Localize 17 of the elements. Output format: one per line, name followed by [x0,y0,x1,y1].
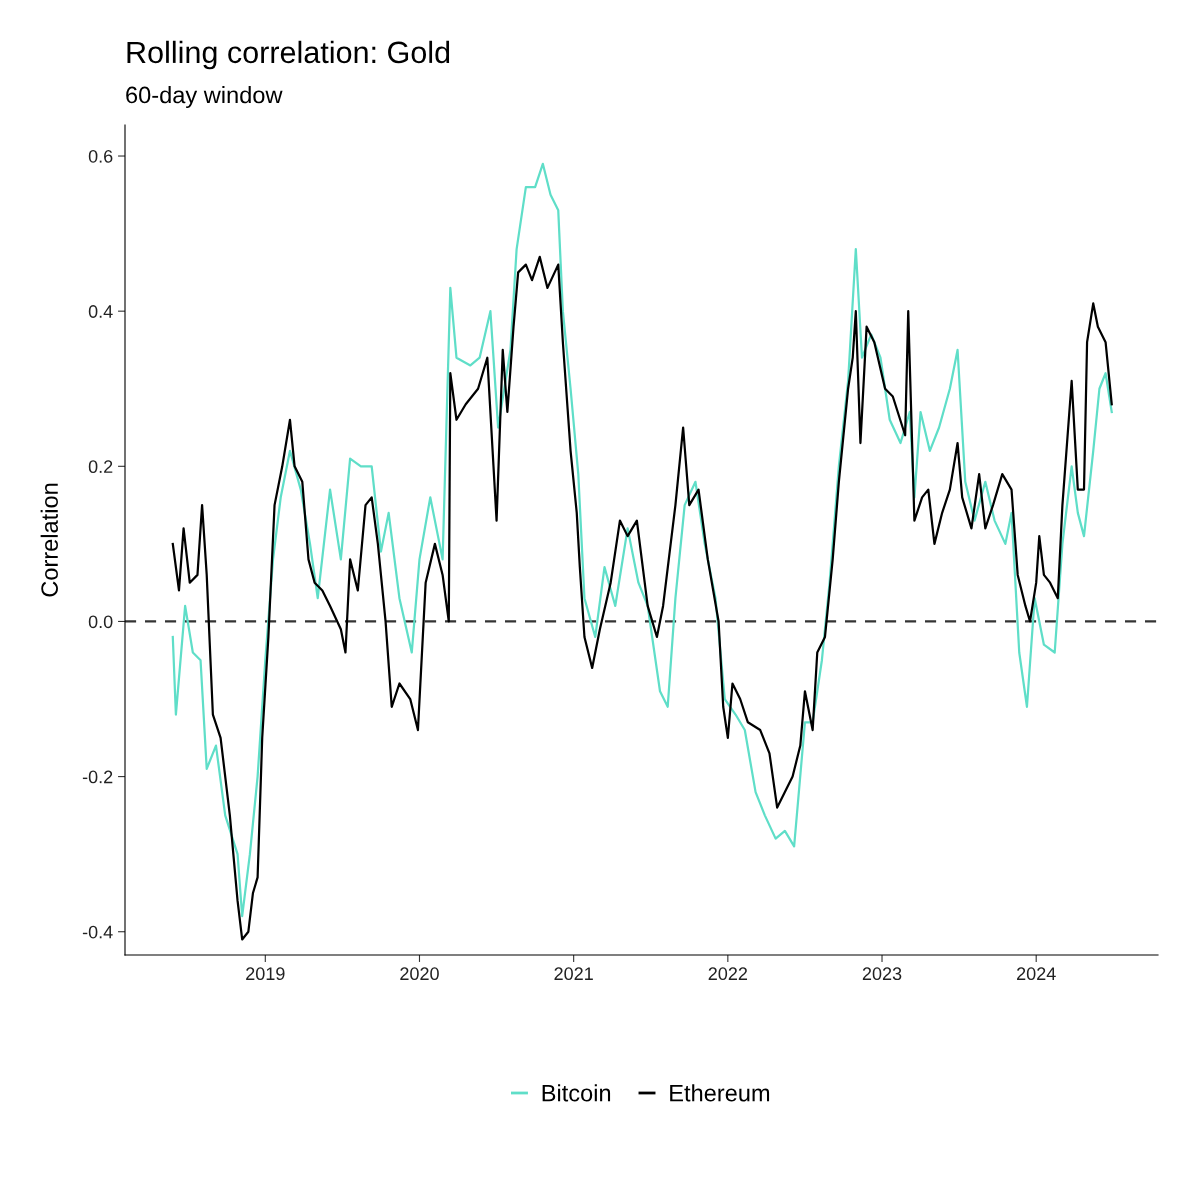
x-tick-label: 2022 [708,967,748,981]
legend-label: Ethereum [670,1084,770,1102]
y-axis-title: Correlation [40,483,58,597]
y-tick-label: -0.2 [82,770,113,784]
y-tick-label: 0.2 [88,460,113,474]
y-tick-label: 0.4 [88,305,113,318]
x-tick-label: 2024 [1017,967,1056,981]
y-tick-label: 0.6 [88,149,113,163]
y-tick-label: 0.0 [88,615,113,629]
x-tick-label: 2023 [862,967,902,981]
x-tick-label: 2020 [400,967,439,981]
chart-subtitle: 60-day window [126,86,283,108]
x-tick-label: 2021 [554,967,593,981]
chart-title: Rolling correlation: Gold [127,40,450,70]
x-tick-label: 2019 [246,967,285,981]
y-tick-label: -0.4 [82,925,113,939]
legend-label: Bitcoin [542,1084,611,1102]
